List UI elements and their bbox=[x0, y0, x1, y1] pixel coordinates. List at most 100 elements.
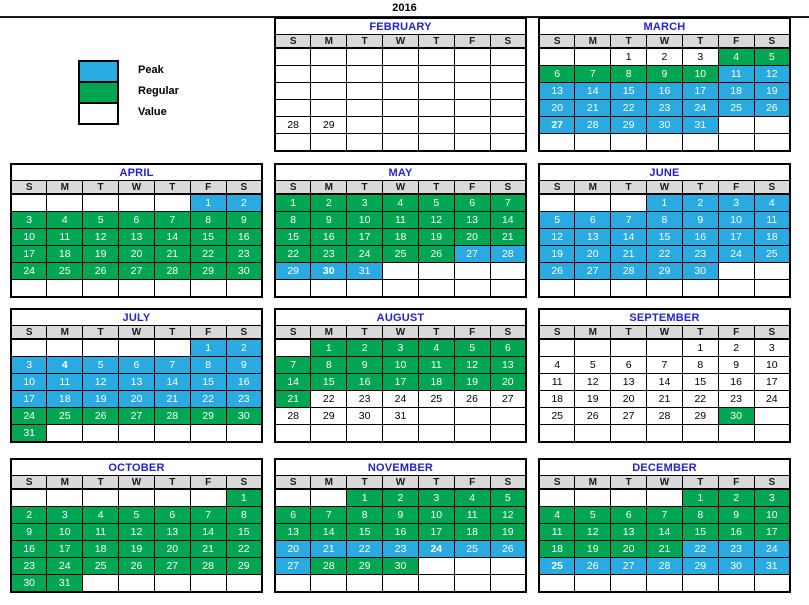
date-cell: 10 bbox=[10, 373, 48, 391]
day-of-week-cell: M bbox=[46, 325, 84, 340]
date-cell: 23 bbox=[346, 390, 384, 408]
date-cell: 30 bbox=[346, 407, 384, 425]
date-cell: 28 bbox=[574, 116, 612, 134]
date-cell: 11 bbox=[453, 506, 491, 524]
date-cell: 31 bbox=[681, 116, 719, 134]
date-cell: 13 bbox=[610, 373, 648, 391]
day-of-week-cell: S bbox=[489, 34, 527, 49]
day-of-week-cell: T bbox=[417, 34, 455, 49]
date-cell: 19 bbox=[753, 82, 791, 100]
blank-cell bbox=[46, 424, 84, 443]
date-cell: 19 bbox=[118, 540, 155, 558]
day-of-week-cell: W bbox=[382, 325, 419, 340]
date-cell: 2 bbox=[681, 193, 719, 212]
date-cell: 22 bbox=[681, 540, 719, 558]
date-cell: 25 bbox=[46, 262, 84, 280]
blank-cell bbox=[382, 116, 419, 134]
date-cell: 11 bbox=[753, 211, 791, 229]
blank-cell bbox=[574, 424, 612, 443]
legend-label-value: Value bbox=[138, 106, 167, 118]
blank-cell bbox=[382, 47, 419, 66]
blank-cell bbox=[646, 338, 683, 357]
date-cell: 14 bbox=[646, 523, 683, 541]
date-cell: 14 bbox=[310, 523, 348, 541]
date-cell: 1 bbox=[681, 338, 719, 357]
date-cell: 4 bbox=[46, 356, 84, 374]
date-cell: 20 bbox=[610, 540, 648, 558]
date-cell: 13 bbox=[118, 228, 155, 246]
month-table-june: JUNE S M T W T F S 1 2 3 4 5 6 7 8 9 10 11 12 13 14 15 16 17 18 19… bbox=[538, 163, 791, 298]
month-table-december: DECEMBER S M T W T F S 1 2 3 4 5 6 7 8 9 10 11 12 13 14 15 16 17… bbox=[538, 458, 791, 593]
blank-cell bbox=[610, 338, 648, 357]
date-cell: 19 bbox=[574, 540, 612, 558]
date-cell: 5 bbox=[453, 338, 491, 357]
date-cell: 7 bbox=[489, 193, 527, 212]
week-row: 19 20 21 22 23 24 25 bbox=[538, 245, 791, 263]
day-of-week-cell: S bbox=[753, 325, 791, 340]
date-cell: 25 bbox=[538, 407, 576, 425]
date-cell: 29 bbox=[681, 407, 719, 425]
day-of-week-cell: M bbox=[574, 325, 612, 340]
date-cell: 8 bbox=[681, 506, 719, 524]
date-cell: 17 bbox=[10, 245, 48, 263]
date-cell: 21 bbox=[153, 245, 191, 263]
week-row: 13 14 15 16 17 18 19 bbox=[274, 523, 527, 541]
date-cell: 28 bbox=[153, 407, 191, 425]
date-cell: 17 bbox=[417, 523, 455, 541]
blank-cell bbox=[310, 488, 348, 507]
blank-cell bbox=[538, 279, 576, 298]
peak-color-swatch bbox=[80, 62, 117, 83]
date-cell: 27 bbox=[118, 262, 155, 280]
day-of-week-cell: M bbox=[310, 34, 348, 49]
day-of-week-cell: W bbox=[118, 475, 155, 490]
date-cell: 15 bbox=[189, 228, 227, 246]
week-row: 29 30 31 bbox=[274, 262, 527, 280]
week-row: 30 31 bbox=[10, 574, 263, 593]
blank-cell bbox=[46, 193, 84, 212]
date-cell: 16 bbox=[717, 373, 755, 391]
day-of-week-cell: F bbox=[453, 34, 491, 49]
date-cell: 26 bbox=[574, 407, 612, 425]
day-of-week-cell: T bbox=[82, 180, 120, 195]
date-cell: 23 bbox=[382, 540, 419, 558]
date-cell: 22 bbox=[646, 245, 683, 263]
date-cell: 2 bbox=[10, 506, 48, 524]
date-cell: 24 bbox=[46, 557, 84, 575]
month-table-october: OCTOBER S M T W T F S 1 2 3 4 5 6 7 8 9 10 11 12 13 14 15 16 17 1… bbox=[10, 458, 263, 593]
date-cell: 25 bbox=[717, 99, 755, 117]
blank-cell bbox=[753, 574, 791, 593]
blank-cell bbox=[610, 574, 648, 593]
blank-cell bbox=[118, 424, 155, 443]
month-title: MAY bbox=[274, 163, 527, 181]
date-cell: 6 bbox=[538, 65, 576, 83]
date-cell: 20 bbox=[538, 99, 576, 117]
day-of-week-cell: F bbox=[717, 325, 755, 340]
date-cell: 3 bbox=[346, 193, 384, 212]
blank-cell bbox=[417, 407, 455, 425]
date-cell: 9 bbox=[646, 65, 683, 83]
date-cell: 18 bbox=[538, 540, 576, 558]
date-cell: 30 bbox=[646, 116, 683, 134]
date-cell: 15 bbox=[646, 228, 683, 246]
date-cell: 16 bbox=[717, 523, 755, 541]
day-of-week-cell: T bbox=[681, 180, 719, 195]
date-cell: 5 bbox=[538, 211, 576, 229]
date-cell: 23 bbox=[225, 245, 263, 263]
blank-cell bbox=[574, 133, 612, 152]
date-cell: 10 bbox=[417, 506, 455, 524]
date-cell: 16 bbox=[10, 540, 48, 558]
blank-cell bbox=[46, 488, 84, 507]
blank-cell bbox=[717, 262, 755, 280]
day-of-week-cell: S bbox=[538, 325, 576, 340]
date-cell: 21 bbox=[574, 99, 612, 117]
date-cell: 29 bbox=[681, 557, 719, 575]
date-cell: 16 bbox=[225, 228, 263, 246]
date-cell: 13 bbox=[489, 356, 527, 374]
date-cell: 17 bbox=[753, 373, 791, 391]
week-row: 10 11 12 13 14 15 16 bbox=[10, 228, 263, 246]
blank-cell bbox=[538, 574, 576, 593]
date-cell: 18 bbox=[46, 390, 84, 408]
